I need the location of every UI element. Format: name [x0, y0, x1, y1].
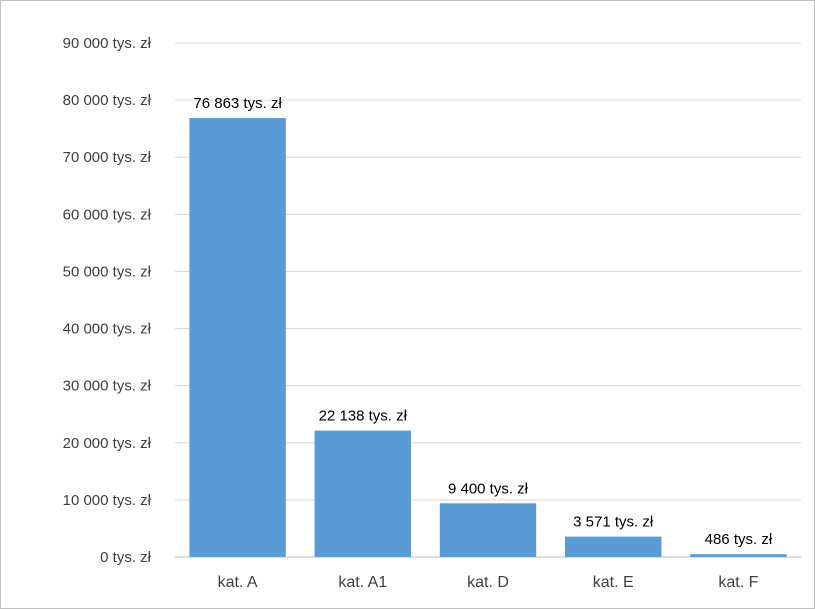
- data-label: 3 571 tys. zł: [573, 514, 654, 531]
- y-tick-label: 20 000 tys. zł: [63, 435, 152, 452]
- y-tick-label: 70 000 tys. zł: [63, 149, 152, 166]
- y-tick-label: 80 000 tys. zł: [63, 92, 152, 109]
- bars: [189, 118, 787, 558]
- y-tick-label: 90 000 tys. zł: [63, 35, 152, 52]
- y-tick-label: 40 000 tys. zł: [63, 321, 152, 338]
- x-tick-label: kat. D: [467, 574, 509, 591]
- x-tick-label: kat. E: [593, 574, 634, 591]
- data-label: 76 863 tys. zł: [193, 95, 282, 112]
- y-tick-label: 10 000 tys. zł: [63, 492, 152, 509]
- y-tick-label: 30 000 tys. zł: [63, 378, 152, 395]
- data-label: 22 138 tys. zł: [319, 408, 408, 425]
- data-labels: 76 863 tys. zł 22 138 tys. zł 9 400 tys. z…: [193, 95, 772, 548]
- data-label: 486 tys. zł: [705, 531, 773, 548]
- bar: [314, 430, 412, 557]
- y-tick-label: 0 tys. zł: [100, 549, 152, 566]
- y-tick-label: 60 000 tys. zł: [63, 206, 152, 223]
- bar: [439, 503, 537, 557]
- data-label: 9 400 tys. zł: [448, 480, 529, 497]
- x-tick-label: kat. A1: [338, 574, 387, 591]
- bar: [189, 118, 286, 558]
- x-tick-label: kat. A: [218, 574, 258, 591]
- x-tick-label: kat. F: [718, 574, 758, 591]
- bar: [564, 536, 662, 557]
- x-axis: kat. A kat. A1 kat. D kat. E kat. F: [218, 574, 759, 591]
- y-tick-label: 50 000 tys. zł: [63, 263, 152, 280]
- y-axis: 0 tys. zł 10 000 tys. zł 20 000 tys. zł 30 …: [63, 35, 152, 566]
- bar: [690, 554, 787, 557]
